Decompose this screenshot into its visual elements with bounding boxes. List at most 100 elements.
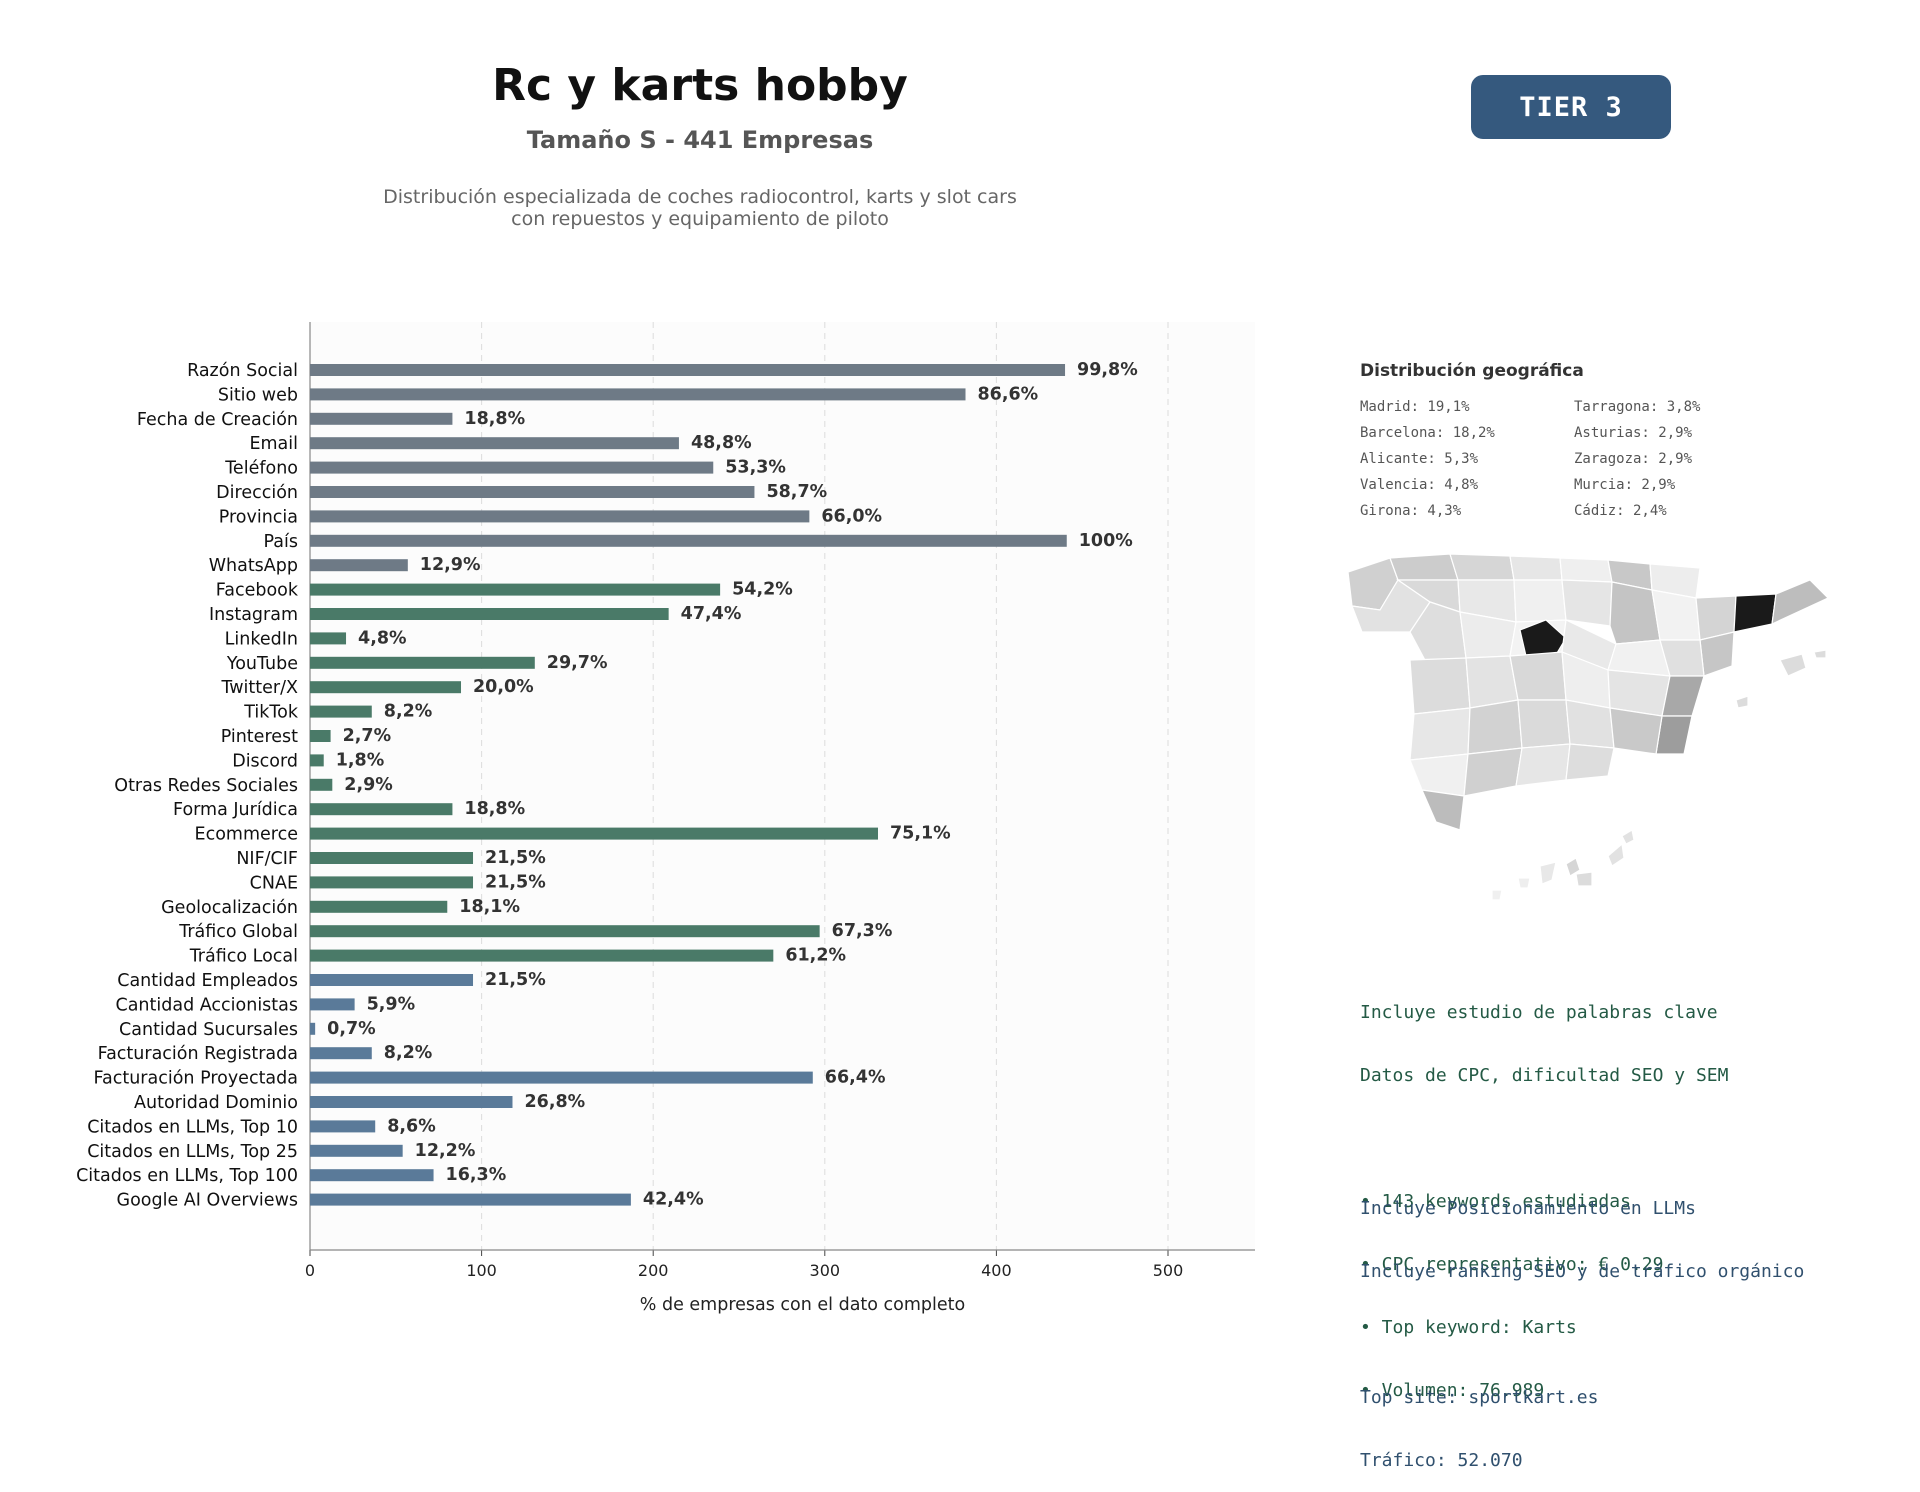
map-region [1421,789,1465,831]
bar [310,803,453,816]
data-label: 1,8% [336,750,385,770]
description-line: Distribución especializada de coches rad… [383,186,1017,208]
map-region [1513,579,1567,623]
category-label: YouTube [226,654,298,674]
llm-info-line: Incluye Posicionamiento en LLMs [1360,1198,1696,1219]
data-label: 18,8% [464,799,525,819]
map-region [1467,699,1523,755]
bar [310,608,669,620]
map-region [1509,555,1563,581]
category-label: Geolocalización [161,898,298,918]
category-label: País [264,532,298,552]
category-label: CNAE [250,873,298,893]
map-region [1621,829,1635,845]
data-label: 42,4% [643,1190,704,1210]
seo-info-line: Incluye estudio de palabras clave [1360,1002,1718,1023]
map-region [1517,877,1531,889]
data-label: 99,8% [1077,360,1138,380]
llm-info-line [1360,1324,1804,1345]
data-label: 21,5% [485,872,546,892]
data-label: 12,2% [415,1141,476,1161]
spain-map [1347,553,1830,901]
bar [310,656,535,669]
map-region [1565,743,1615,781]
category-label: Instagram [209,605,298,625]
geo-distribution-list: Madrid: 19,1% Tarragona: 3,8% Barcelona:… [1360,398,1780,520]
bar [310,510,810,523]
bar [310,998,355,1011]
x-tick-label: 500 [1153,1261,1184,1280]
llm-info-line: Tráfico: 52.070 [1360,1450,1523,1471]
geo-item: Alicante: 5,3% [1360,451,1479,467]
map-region [1607,842,1625,867]
bar [310,730,331,742]
data-label: 21,5% [485,970,546,990]
category-label: Teléfono [224,459,298,479]
data-label: 58,7% [766,482,827,502]
data-label: 4,8% [358,628,407,648]
category-label: Dirección [216,483,298,503]
category-label: LinkedIn [225,629,298,649]
bar [310,583,721,596]
bar [310,1120,376,1133]
map-region [1519,619,1567,659]
category-label: Cantidad Sucursales [119,1020,298,1040]
map-region [1509,651,1567,701]
bar [310,486,755,498]
map-region [1561,579,1613,627]
map-region [1389,553,1459,581]
data-label: 100% [1079,531,1133,551]
bar [310,827,878,840]
bar [310,412,453,425]
category-label: Twitter/X [220,678,298,698]
map-region [1735,695,1749,709]
llm-info-line: Top site: sportkart.es [1360,1387,1599,1408]
bar [310,1144,403,1157]
bar [310,388,966,401]
category-label: Autoridad Dominio [134,1093,298,1113]
category-label: Google AI Overviews [117,1191,298,1211]
data-label: 53,3% [725,458,786,478]
map-region [1733,593,1777,633]
data-label: 61,2% [785,946,846,966]
bar [310,632,347,645]
bar [310,876,474,889]
data-label: 20,0% [473,677,534,697]
geo-item: Tarragona: 3,8% [1574,399,1701,415]
category-label: WhatsApp [209,556,298,576]
seo-info-line [1360,1128,1728,1149]
data-label: 16,3% [446,1165,507,1185]
bar [310,1193,631,1206]
x-tick-label: 100 [466,1261,497,1280]
x-axis-label: % de empresas con el dato completo [640,1295,965,1315]
bar [310,974,474,986]
seo-info-line: • 143 keywords estudiadas [1360,1191,1631,1212]
category-label: Email [249,434,298,454]
bar [310,1022,316,1035]
bar [310,559,408,572]
seo-info-line: • Volumen: 76.989 [1360,1380,1545,1401]
bar [310,949,774,962]
sector-description: Distribución especializada de coches rad… [300,186,1100,230]
geo-item: Cádiz: 2,4% [1574,503,1667,519]
bar [310,705,372,718]
seo-info-line: Datos de CPC, dificultad SEO y SEM [1360,1065,1729,1086]
data-label: 75,1% [890,824,951,844]
category-label: Facturación Proyectada [94,1069,298,1089]
map-region [1651,589,1701,641]
x-tick-label: 200 [638,1261,669,1280]
map-region [1559,557,1613,583]
data-label: 66,4% [825,1068,886,1088]
category-label: Citados en LLMs, Top 10 [87,1117,298,1137]
map-region [1699,631,1735,677]
map-region [1409,753,1469,797]
x-tick-label: 300 [810,1261,841,1280]
category-label: Citados en LLMs, Top 100 [76,1166,298,1186]
map-region [1539,861,1557,885]
seo-info-block: Incluye estudio de palabras clave Datos … [1360,960,1728,1422]
category-label: Cantidad Empleados [117,971,298,991]
data-label: 66,0% [821,506,882,526]
data-label: 86,6% [978,384,1039,404]
category-label: Fecha de Creación [137,410,298,430]
geo-item: Girona: 4,3% [1360,503,1462,519]
